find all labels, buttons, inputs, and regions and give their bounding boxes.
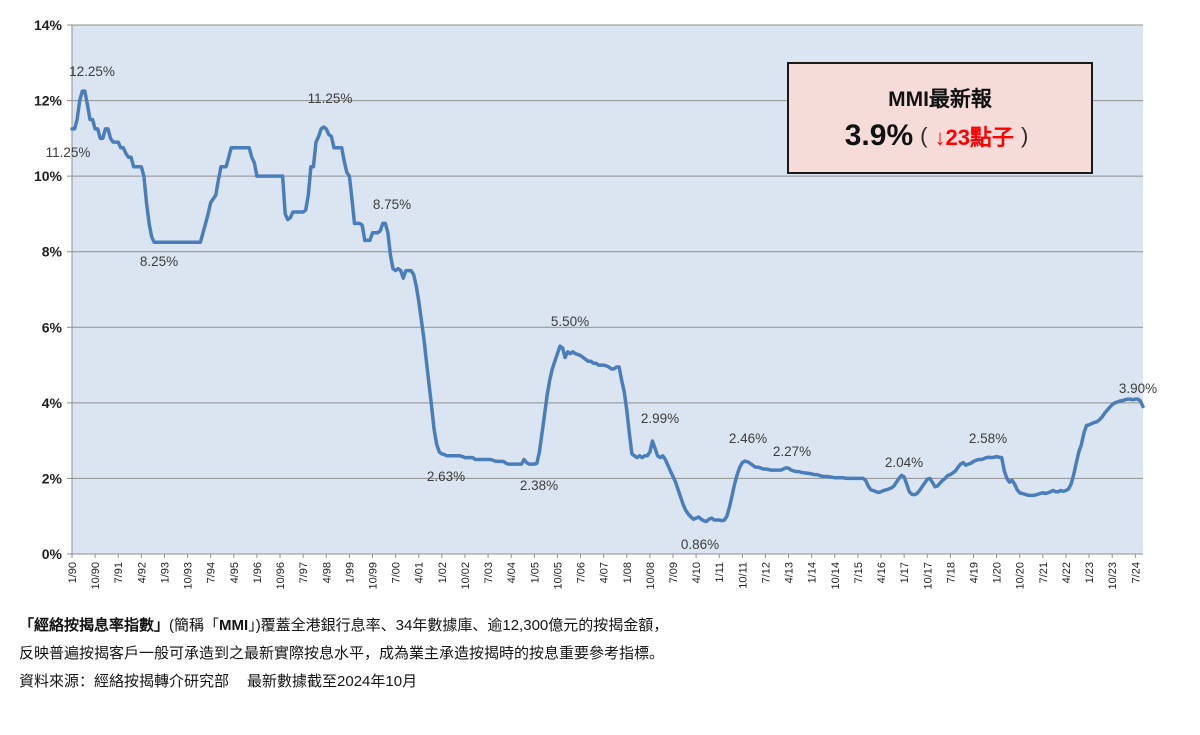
index-name-bold: 「經絡按揭息率指數」 xyxy=(19,617,170,634)
x-axis-label: 1/99 xyxy=(344,562,356,583)
x-axis-label: 1/14 xyxy=(807,562,819,583)
data-source: 資料來源：經絡按揭轉介研究部 xyxy=(19,673,230,690)
x-axis-label: 1/05 xyxy=(529,562,541,583)
x-axis-label: 4/92 xyxy=(136,562,148,583)
data-label: 12.25% xyxy=(69,64,115,79)
x-axis-label: 10/23 xyxy=(1107,562,1119,590)
data-label: 0.86% xyxy=(681,537,719,552)
x-axis-label: 4/01 xyxy=(414,562,426,583)
x-axis-label: 10/90 xyxy=(90,562,102,590)
x-axis-label: 1/20 xyxy=(992,562,1004,583)
x-axis-label: 7/97 xyxy=(298,562,310,583)
x-axis-label: 4/19 xyxy=(968,562,980,583)
footnote-line-2: 反映普遍按揭客戶一般可承造到之最新實際按息水平，成為業主承造按揭時的按息重要參考… xyxy=(19,645,665,662)
x-axis-label: 4/95 xyxy=(229,562,241,583)
x-axis-label: 4/22 xyxy=(1061,562,1073,583)
x-axis-label: 1/93 xyxy=(159,562,171,583)
x-axis-label: 7/91 xyxy=(113,562,125,583)
data-label: 11.25% xyxy=(46,145,91,160)
paren-close: ) xyxy=(1020,123,1029,148)
x-axis-label: 10/17 xyxy=(922,562,934,590)
x-axis-label: 4/16 xyxy=(876,562,888,583)
y-axis-label: 6% xyxy=(42,319,63,335)
x-axis-label: 7/12 xyxy=(760,562,772,583)
x-axis-label: 4/98 xyxy=(321,562,333,583)
info-box-title: MMI最新報 xyxy=(888,88,992,111)
data-label: 2.27% xyxy=(773,444,811,459)
x-axis-label: 7/09 xyxy=(668,562,680,583)
data-label: 11.25% xyxy=(308,91,353,106)
x-axis-label: 1/90 xyxy=(67,562,79,583)
x-axis-label: 1/08 xyxy=(622,562,634,583)
x-axis-label: 10/05 xyxy=(552,562,564,590)
y-axis-label: 2% xyxy=(42,470,63,486)
x-axis-label: 4/07 xyxy=(599,562,611,583)
mmi-latest-value: 3.9% xyxy=(844,119,914,152)
x-axis-label: 10/20 xyxy=(1015,562,1027,590)
mmi-series-line xyxy=(70,89,1145,524)
x-axis-label: 4/10 xyxy=(691,562,703,583)
y-axis-label: 14% xyxy=(34,17,63,33)
x-axis-label: 7/21 xyxy=(1038,562,1050,583)
x-axis-label: 1/96 xyxy=(252,562,264,583)
data-label: 5.50% xyxy=(551,314,589,329)
data-label: 3.90% xyxy=(1119,381,1157,396)
x-axis-label: 10/11 xyxy=(737,562,749,589)
mmi-change-badge: ↓23點子 xyxy=(934,125,1014,150)
data-label: 8.75% xyxy=(373,197,411,212)
info-box-value-row: 3.9% ( ↓23點子 ) xyxy=(845,119,1036,153)
data-label: 2.58% xyxy=(969,431,1007,446)
x-axis-label: 10/08 xyxy=(645,562,657,590)
data-label: 2.38% xyxy=(520,478,558,493)
x-axis-label: 10/14 xyxy=(830,562,842,590)
x-axis-label: 10/96 xyxy=(275,562,287,590)
footnote-line-3: 資料來源：經絡按揭轉介研究部 最新數據截至2024年10月 xyxy=(19,668,1179,696)
data-asof: 最新數據截至2024年10月 xyxy=(247,673,418,690)
chart-footnote: 「經絡按揭息率指數」(簡稱「MMI」)覆蓋全港銀行息率、34年數據庫、逾12,3… xyxy=(19,612,1179,696)
y-axis-label: 0% xyxy=(42,546,63,562)
paren-open: ( xyxy=(920,123,928,148)
data-label: 8.25% xyxy=(140,254,178,269)
y-axis-label: 10% xyxy=(34,168,63,184)
x-axis-label: 1/02 xyxy=(437,562,449,583)
x-axis-label: 10/93 xyxy=(183,562,195,590)
mmi-abbr-bold: MMI xyxy=(219,617,249,634)
x-axis-label: 7/15 xyxy=(853,562,865,583)
x-axis-label: 7/03 xyxy=(483,562,495,583)
mmi-latest-box: MMI最新報 3.9% ( ↓23點子 ) xyxy=(787,62,1093,174)
footnote-line-1: 「經絡按揭息率指數」(簡稱「MMI」)覆蓋全港銀行息率、34年數據庫、逾12,3… xyxy=(19,617,669,634)
x-axis-label: 10/99 xyxy=(367,562,379,590)
x-axis-label: 1/11 xyxy=(714,562,726,583)
x-axis-label: 7/24 xyxy=(1130,562,1142,583)
x-axis-label: 1/23 xyxy=(1084,562,1096,583)
x-axis-label: 7/00 xyxy=(391,562,403,583)
y-axis-label: 8% xyxy=(42,244,63,260)
x-axis-label: 10/02 xyxy=(460,562,472,590)
x-axis-label: 4/04 xyxy=(506,562,518,583)
x-axis-label: 7/06 xyxy=(576,562,588,583)
data-label: 2.04% xyxy=(885,455,923,470)
data-label: 2.46% xyxy=(729,431,767,446)
data-label: 2.99% xyxy=(641,411,679,426)
x-axis-label: 4/13 xyxy=(784,562,796,583)
x-axis-label: 7/18 xyxy=(945,562,957,583)
y-axis-label: 12% xyxy=(34,93,63,109)
x-axis-label: 7/94 xyxy=(206,562,218,583)
y-axis-label: 4% xyxy=(42,395,63,411)
x-axis-label: 1/17 xyxy=(899,562,911,583)
data-label: 2.63% xyxy=(427,469,465,484)
